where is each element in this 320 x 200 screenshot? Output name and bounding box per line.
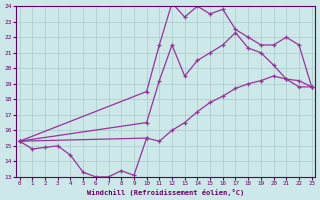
- X-axis label: Windchill (Refroidissement éolien,°C): Windchill (Refroidissement éolien,°C): [87, 189, 244, 196]
